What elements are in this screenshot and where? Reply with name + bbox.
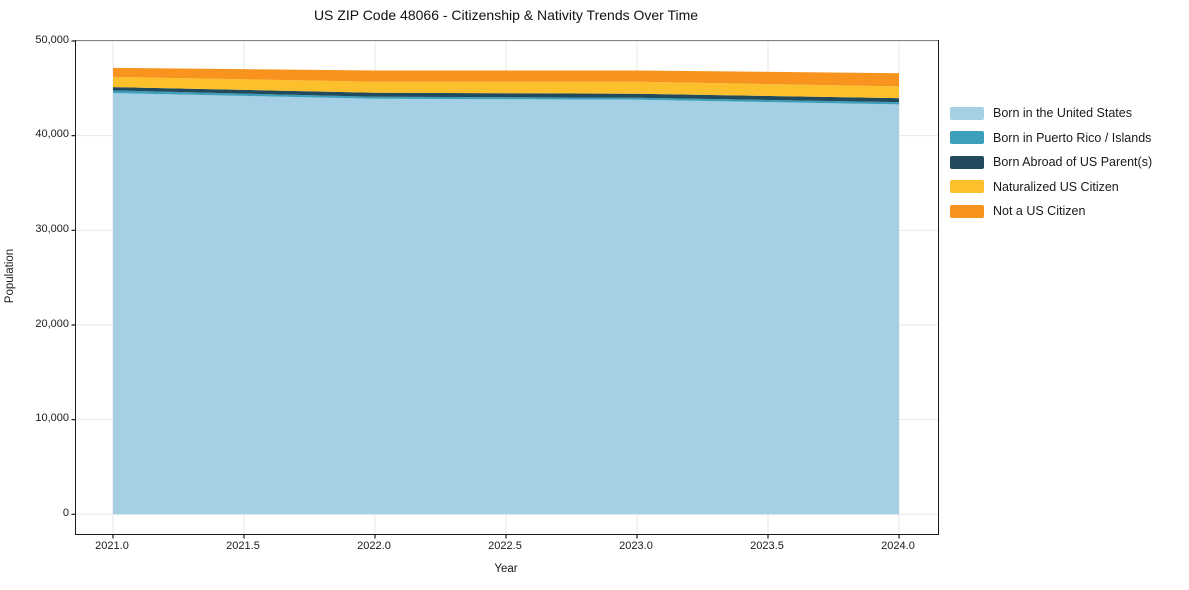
y-tick-label: 10,000 (35, 412, 69, 424)
x-tick-label: 2023.5 (750, 540, 784, 552)
stacked-area-chart (71, 40, 938, 539)
legend: Born in the United States Born in Puerto… (950, 101, 1152, 224)
chart-title: US ZIP Code 48066 - Citizenship & Nativi… (313, 7, 699, 23)
legend-label: Born Abroad of US Parent(s) (993, 155, 1153, 170)
legend-label: Born in the United States (993, 106, 1132, 121)
legend-item: Born in the United States (950, 101, 1152, 126)
legend-item: Born Abroad of US Parent(s) (950, 150, 1152, 175)
x-tick-label: 2022.0 (357, 540, 391, 552)
y-tick-label: 20,000 (35, 318, 69, 330)
legend-swatch (950, 204, 984, 218)
y-tick-label: 30,000 (35, 223, 69, 235)
legend-swatch (950, 106, 984, 120)
x-tick-label: 2021.5 (226, 540, 260, 552)
y-axis-label: Population (4, 248, 16, 304)
legend-swatch (950, 131, 984, 145)
legend-swatch (950, 180, 984, 194)
y-tick-label: 50,000 (35, 34, 69, 46)
y-tick-label: 40,000 (35, 128, 69, 140)
legend-label: Born in Puerto Rico / Islands (993, 130, 1152, 145)
plot-area (71, 40, 939, 539)
legend-item: Not a US Citizen (950, 199, 1152, 224)
legend-item: Born in Puerto Rico / Islands (950, 126, 1152, 151)
legend-label: Not a US Citizen (993, 204, 1086, 219)
x-tick-label: 2023.0 (619, 540, 653, 552)
x-tick-label: 2021.0 (95, 540, 129, 552)
legend-swatch (950, 155, 984, 169)
x-tick-label: 2024.0 (881, 540, 915, 552)
x-tick-label: 2022.5 (488, 540, 522, 552)
legend-label: Naturalized US Citizen (993, 179, 1119, 194)
legend-item: Naturalized US Citizen (950, 175, 1152, 200)
y-tick-label: 0 (62, 507, 69, 519)
x-axis-label: Year (494, 563, 518, 575)
